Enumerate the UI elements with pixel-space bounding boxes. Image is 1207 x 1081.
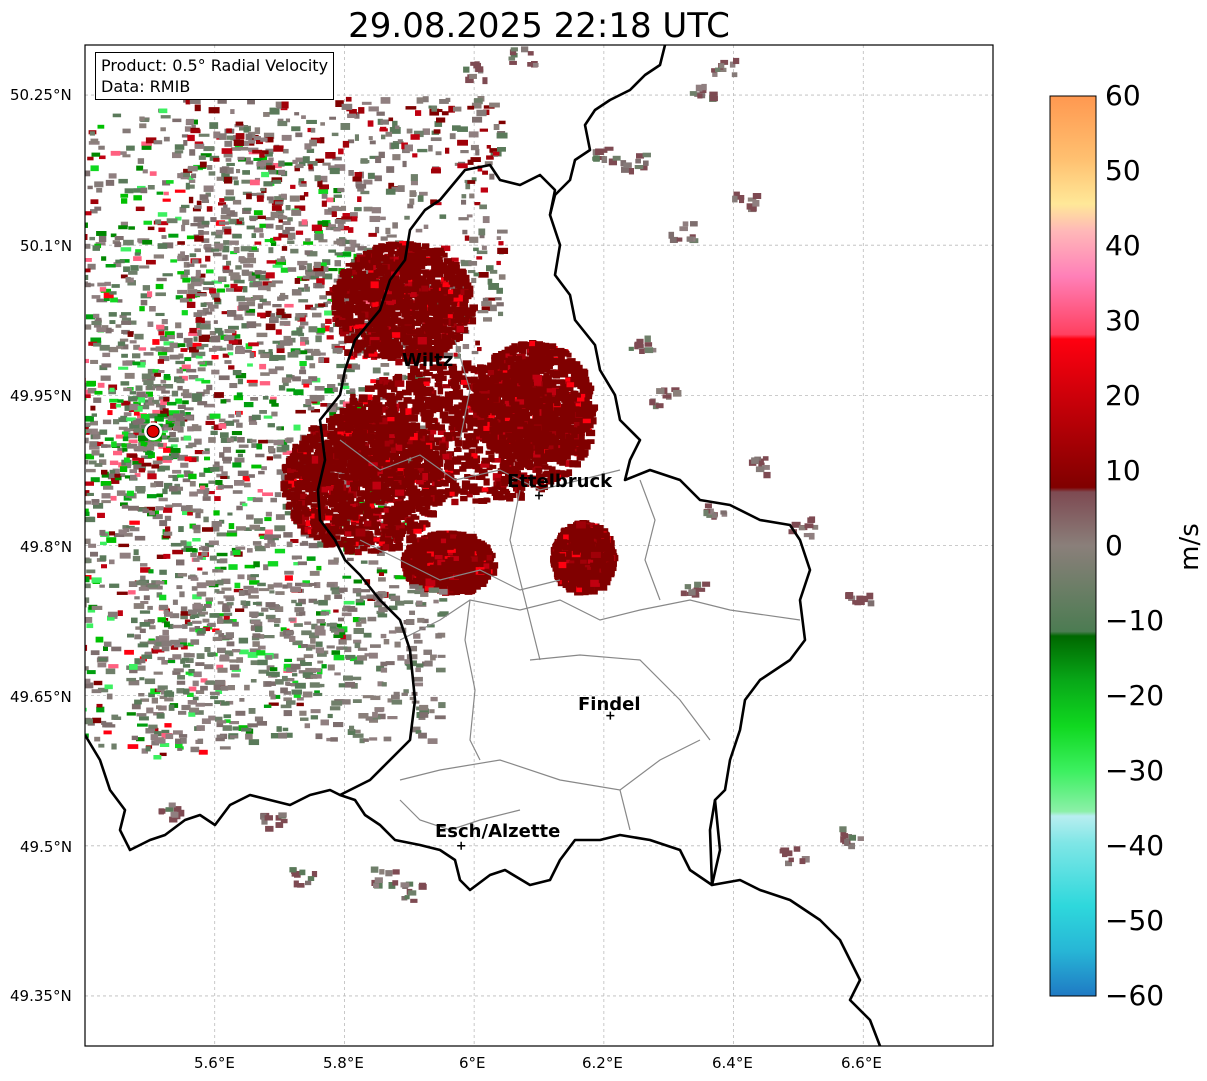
product-info-box: Product: 0.5° Radial Velocity Data: RMIB [95, 52, 335, 100]
city-label-wiltz: Wiltz [402, 350, 454, 371]
lat-tick-label: 50.25°N [10, 86, 72, 104]
city-label-ettelbruck: Ettelbruck [507, 471, 613, 492]
lon-tick-label: 6.2°E [582, 1054, 623, 1072]
city-marker [606, 711, 615, 720]
city-markers [457, 491, 615, 850]
radar-site-marker [144, 422, 163, 441]
colorbar-tick-label: −10 [1105, 604, 1165, 637]
lon-tick-label: 5.6°E [194, 1054, 235, 1072]
city-label-esch-alzette: Esch/Alzette [435, 821, 561, 842]
map-gridlines [85, 45, 993, 1046]
colorbar-tick-label: −50 [1105, 904, 1165, 937]
colorbar-unit-label: m/s [1174, 523, 1205, 571]
lat-tick-label: 49.8°N [20, 538, 73, 556]
data-source-label: Data: RMIB [101, 77, 191, 96]
lat-tick-label: 49.95°N [10, 387, 72, 405]
lat-tick-label: 49.65°N [10, 688, 72, 706]
colorbar-tick-label: 20 [1105, 379, 1141, 412]
lon-tick-label: 6.4°E [712, 1054, 753, 1072]
colorbar-tick-label: −30 [1105, 754, 1165, 787]
product-label: Product: 0.5° Radial Velocity [101, 56, 329, 75]
map-frame [84, 44, 994, 1047]
lon-tick-label: 5.8°E [323, 1054, 364, 1072]
lat-tick-label: 49.35°N [10, 987, 72, 1005]
colorbar-tick-label: 0 [1105, 529, 1123, 562]
lon-tick-label: 6.6°E [841, 1054, 882, 1072]
colorbar [1049, 95, 1097, 997]
colorbar-tick-label: 10 [1105, 454, 1141, 487]
canton-borders [339, 339, 801, 831]
colorbar-tick-label: −60 [1105, 979, 1165, 1012]
lat-tick-label: 50.1°N [20, 237, 73, 255]
colorbar-tick-label: 30 [1105, 304, 1141, 337]
colorbar-tick-label: 40 [1105, 229, 1141, 262]
chart-title: 29.08.2025 22:18 UTC [348, 6, 730, 46]
colorbar-tick-label: −40 [1105, 829, 1165, 862]
lon-tick-label: 6°E [459, 1054, 486, 1072]
radar-echoes [85, 46, 875, 903]
colorbar-tick-label: 50 [1105, 154, 1141, 187]
city-marker [535, 491, 543, 500]
national-borders [85, 45, 882, 1046]
colorbar-tick-label: −20 [1105, 679, 1165, 712]
lat-tick-label: 49.5°N [20, 838, 73, 856]
colorbar-tick-label: 60 [1105, 79, 1141, 112]
city-marker [457, 841, 466, 850]
city-label-findel: Findel [578, 694, 641, 715]
